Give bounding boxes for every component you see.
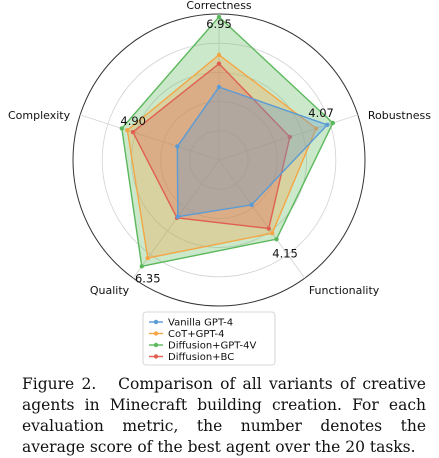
series-vanilla-gpt-4 (175, 84, 330, 219)
legend-item: Vanilla GPT-4 (149, 318, 233, 329)
best-score-label: 4.90 (120, 114, 146, 128)
series-cot-gpt-4 (125, 52, 319, 261)
series-area (126, 53, 318, 259)
best-score-label: 4.15 (272, 247, 298, 261)
best-score-label: 6.95 (206, 17, 232, 31)
series-point (145, 255, 150, 261)
series-point (175, 144, 180, 149)
series-point (125, 128, 130, 133)
radar-series (119, 14, 336, 269)
series-point (216, 84, 222, 90)
series-area (132, 62, 291, 230)
series-point (287, 134, 293, 140)
series-point (139, 264, 144, 269)
series-point (216, 14, 222, 20)
radar-spoke (80, 114, 220, 161)
radar-chart: Correctness Robustness Functionality Qualit… (8, 0, 431, 366)
series-point (330, 120, 336, 126)
axis-label-complexity: Complexity (8, 109, 71, 122)
series-point (119, 126, 125, 131)
radar-chart-figure: Correctness Robustness Functionality Qualit… (8, 0, 431, 366)
series-point (274, 236, 279, 242)
legend-box (142, 311, 276, 366)
series-point (313, 126, 319, 131)
chart-legend: Vanilla GPT-4CoT+GPT-4Diffusion+GPT-4VDi… (142, 311, 276, 366)
legend-label: CoT+GPT-4 (168, 329, 225, 340)
legend-swatch-marker (153, 331, 159, 336)
series-point (325, 122, 330, 128)
series-point (266, 226, 271, 231)
axis-label-correctness: Correctness (186, 0, 252, 12)
legend-item: Diffusion+BC (149, 352, 234, 363)
series-diffusion-gpt-4v (119, 14, 336, 269)
radar-spoke (218, 159, 306, 279)
series-point (249, 202, 254, 208)
legend-item: CoT+GPT-4 (149, 329, 225, 340)
axis-label-functionality: Functionality (309, 284, 380, 297)
legend-swatch-marker (153, 342, 159, 348)
series-area (176, 86, 329, 218)
legend-swatch-marker (153, 354, 159, 359)
series-point (175, 214, 181, 219)
caption-label: Figure 2. (22, 375, 97, 393)
best-score-label: 4.07 (308, 106, 334, 120)
series-point (216, 52, 222, 58)
axis-label-robustness: Robustness (368, 109, 431, 122)
axis-label-quality: Quality (90, 284, 130, 297)
figure-caption: Figure 2. Comparison of all variants of … (22, 374, 426, 458)
best-score-label: 6.35 (135, 271, 161, 285)
legend-label: Diffusion+GPT-4V (168, 341, 256, 352)
series-area (121, 15, 334, 268)
legend-label: Vanilla GPT-4 (168, 318, 233, 329)
legend-label: Diffusion+BC (168, 352, 234, 363)
radar-axis-labels: Correctness Robustness Functionality Qualit… (8, 0, 431, 297)
series-point (270, 231, 275, 236)
legend-item: Diffusion+GPT-4V (149, 341, 256, 352)
series-diffusion-bc (130, 61, 293, 231)
series-point (130, 129, 136, 135)
radar-score-labels: 6.95 4.07 4.15 6.35 4.90 (120, 17, 334, 285)
legend-swatch-marker (153, 319, 159, 325)
series-point (216, 61, 222, 66)
